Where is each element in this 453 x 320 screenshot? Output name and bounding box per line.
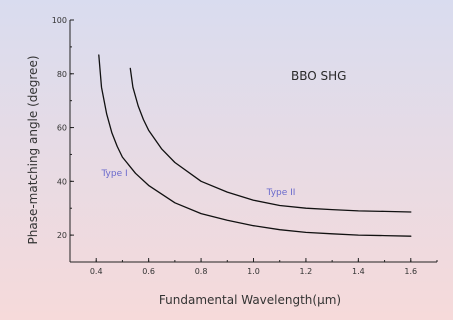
x-tick-label: 1.6 <box>404 267 417 276</box>
y-tick-label: 80 <box>57 70 67 79</box>
series-line-type-1 <box>98 54 412 237</box>
x-tick-label: 0.8 <box>195 267 208 276</box>
x-tick-label: 1.2 <box>300 267 313 276</box>
y-tick-label: 60 <box>57 124 67 133</box>
chart-annotation: BBO SHG <box>291 69 346 83</box>
y-axis-title: Phase-matching angle (degree) <box>26 55 40 244</box>
y-tick-label: 40 <box>57 177 67 186</box>
series-label-type-2: Type II <box>266 188 296 198</box>
series-labels: Type I Type II <box>100 169 295 198</box>
x-axis-title: Fundamental Wavelength(µm) <box>159 293 341 307</box>
x-tick-label: 0.4 <box>90 267 103 276</box>
x-tick-label: 1.0 <box>247 267 260 276</box>
series-lines <box>98 54 412 237</box>
y-tick-label: 100 <box>52 16 67 25</box>
x-tick-label: 1.4 <box>352 267 365 276</box>
y-tick-label: 20 <box>57 231 67 240</box>
x-tick-label: 0.6 <box>142 267 155 276</box>
series-line-type-2 <box>129 67 412 213</box>
series-label-type-1: Type I <box>100 169 127 179</box>
ticks: 0.4 0.6 0.8 1.0 1.2 1.4 1.6 20 40 60 80 100 <box>52 16 438 276</box>
